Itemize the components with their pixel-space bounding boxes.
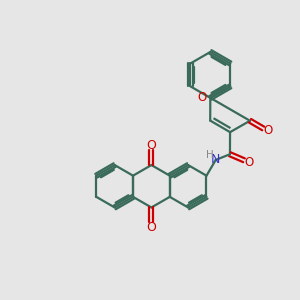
Text: H: H [206, 150, 214, 160]
Text: O: O [146, 221, 156, 234]
Text: O: O [146, 139, 156, 152]
Text: N: N [211, 153, 220, 167]
Text: O: O [263, 124, 272, 137]
Text: O: O [244, 156, 253, 169]
Text: O: O [197, 91, 206, 103]
